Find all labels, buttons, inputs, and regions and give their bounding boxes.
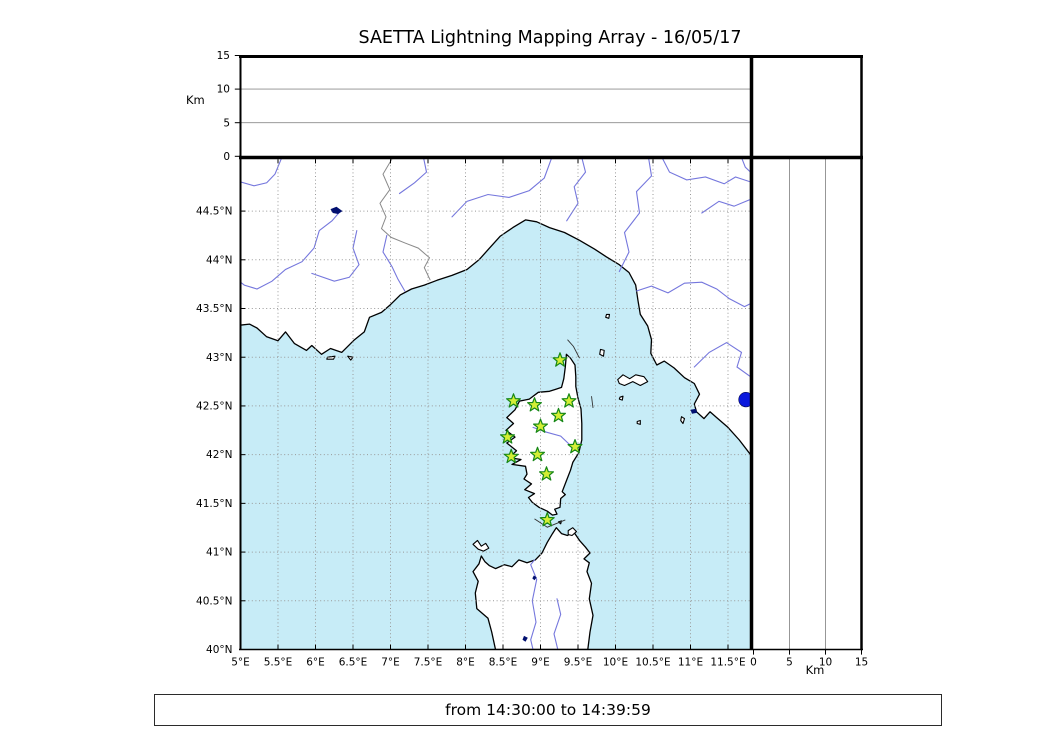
figure-frame — [234, 55, 863, 655]
top-panel-km-label: Km — [186, 93, 205, 107]
lon-tick-label: 7°E — [381, 657, 400, 669]
lat-tick-label: 41.5°N — [196, 498, 232, 510]
lon-tick-label: 5°E — [231, 657, 250, 669]
lon-tick-label: 6.5°E — [339, 657, 368, 669]
top-panel-tick-label: 0 — [223, 151, 230, 163]
axis-labels: 5°E 5.5°E 6°E 6.5°E 7°E 7.5°E 8°E 8.5°E 9°E 9.5°E… — [196, 50, 868, 668]
lat-tick-label: 40.5°N — [196, 595, 232, 607]
lon-tick-label: 5.5°E — [264, 657, 293, 669]
corner-panel — [751, 57, 862, 157]
island — [567, 527, 578, 537]
lma-station-star — [539, 512, 555, 527]
lma-station-star — [500, 429, 515, 444]
island — [326, 355, 336, 360]
time-window-text: from 14:30:00 to 14:39:59 — [445, 701, 651, 719]
lat-tick-label: 42.5°N — [196, 401, 232, 413]
lon-tick-label: 8.5°E — [489, 657, 518, 669]
island — [680, 416, 686, 425]
lake — [522, 635, 528, 642]
lon-tick-label: 6°E — [306, 657, 325, 669]
river — [635, 281, 751, 308]
coastline-corsica — [505, 353, 583, 516]
top-panel-tick-label: 5 — [223, 117, 230, 129]
map-line-segment — [567, 339, 580, 359]
river — [530, 559, 538, 650]
island — [618, 395, 624, 401]
lma-station-star — [561, 393, 577, 408]
river — [741, 158, 751, 173]
lake — [690, 408, 698, 414]
lma-station-star — [527, 397, 542, 412]
lake — [330, 206, 343, 214]
river — [451, 158, 553, 218]
lat-tick-label: 43°N — [206, 352, 232, 364]
altitude-lon-panel — [241, 57, 751, 157]
island — [605, 313, 611, 319]
lon-tick-label: 9.5°E — [564, 657, 593, 669]
lat-tick-label: 41°N — [206, 547, 232, 559]
river — [311, 230, 360, 282]
map-line-segment — [591, 396, 594, 408]
altitude-lat-panel — [751, 157, 862, 649]
island — [636, 419, 641, 425]
right-panel-tick-label: 0 — [750, 657, 757, 669]
figure-title: SAETTA Lightning Mapping Array - 16/05/1… — [359, 28, 742, 48]
lma-station-star — [551, 407, 566, 423]
right-panel-km-label: Km — [806, 663, 825, 677]
lake — [532, 575, 537, 581]
lma-station-star — [503, 448, 519, 464]
lon-tick-label: 10°E — [603, 657, 628, 669]
right-panel-tick-label: 5 — [786, 657, 793, 669]
river — [398, 158, 428, 195]
right-panel-tick-label: 15 — [855, 657, 868, 669]
lma-station-star — [539, 466, 554, 481]
lon-tick-label: 10.5°E — [635, 657, 670, 669]
island — [472, 539, 490, 552]
lma-station-star — [530, 446, 545, 462]
lma-station-star — [552, 352, 568, 367]
lake-bolsena — [738, 392, 751, 408]
top-panel-tick-label: 10 — [217, 84, 230, 96]
coastline-mainland — [241, 158, 751, 456]
lma-station-star — [567, 439, 583, 454]
river — [693, 341, 751, 378]
lat-tick-label: 44°N — [206, 254, 232, 266]
island — [599, 348, 605, 357]
time-window-box: from 14:30:00 to 14:39:59 — [154, 694, 942, 726]
right-panel-tick-label: 10 — [819, 657, 832, 669]
river — [701, 198, 751, 214]
top-panel-tick-label: 15 — [217, 50, 230, 62]
lat-tick-label: 42°N — [206, 449, 232, 461]
lon-tick-label: 11.5°E — [710, 657, 745, 669]
map-panel — [241, 158, 751, 650]
lma-station-star — [506, 393, 521, 408]
map-line-segment — [534, 518, 566, 528]
river — [382, 234, 406, 292]
lon-tick-label: 11°E — [678, 657, 703, 669]
river — [241, 158, 283, 187]
lat-tick-label: 43.5°N — [196, 303, 232, 315]
river — [661, 158, 751, 185]
lat-tick-label: 44.5°N — [196, 206, 232, 218]
lon-tick-label: 9°E — [531, 657, 550, 669]
lon-tick-label: 8°E — [456, 657, 475, 669]
lma-station-star — [533, 418, 548, 433]
river — [618, 158, 653, 273]
lat-tick-label: 40°N — [206, 644, 232, 656]
river — [241, 211, 341, 290]
island — [617, 374, 649, 387]
lon-tick-label: 7.5°E — [414, 657, 443, 669]
river — [566, 158, 587, 222]
river — [553, 598, 562, 650]
